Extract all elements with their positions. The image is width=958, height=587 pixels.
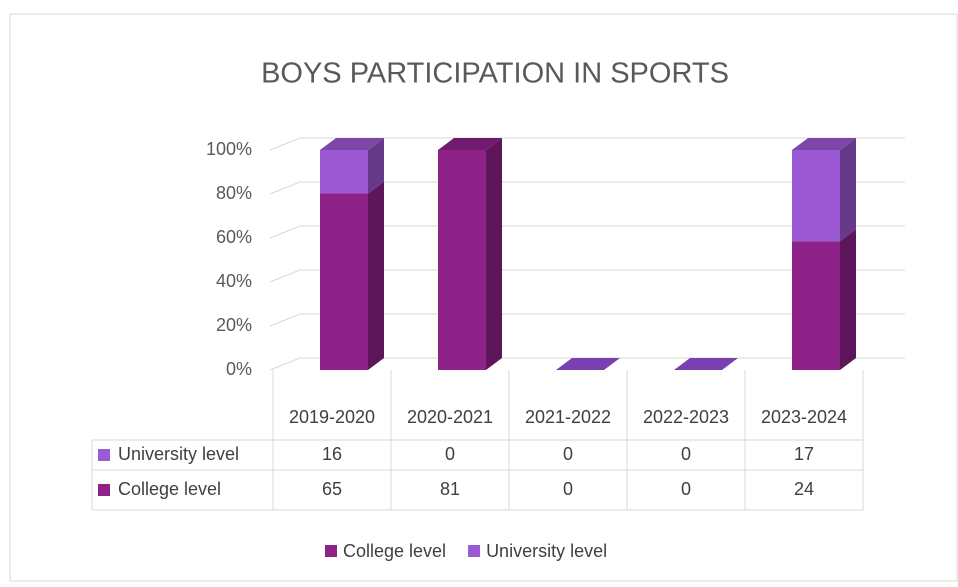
table-value: 81: [440, 479, 460, 499]
y-tick-label: 100%: [206, 139, 252, 159]
chart-title: BOYS PARTICIPATION IN SPORTS: [261, 58, 729, 90]
bar-side: [840, 138, 856, 242]
grid-line: [269, 269, 905, 283]
x-tick-label: 2020-2021: [407, 407, 493, 427]
table-value: 65: [322, 479, 342, 499]
bar: [792, 241, 840, 370]
grid-line: [269, 225, 905, 239]
y-tick-label: 40%: [216, 271, 252, 291]
grid-line: [269, 137, 905, 151]
table-value: 16: [322, 444, 342, 464]
bar-top: [674, 358, 738, 370]
x-tick-label: 2021-2022: [525, 407, 611, 427]
y-tick-label: 0%: [226, 359, 252, 379]
table-value: 0: [681, 479, 691, 499]
legend-key: [468, 545, 481, 557]
table-legend-key: [98, 449, 110, 461]
bar: [320, 193, 368, 370]
grid-line: [269, 181, 905, 195]
bar: [438, 150, 486, 370]
y-tick-label: 80%: [216, 183, 252, 203]
legend-key: [325, 545, 337, 557]
bar-side: [368, 181, 384, 370]
y-tick-label: 60%: [216, 227, 252, 247]
legend-label: University level: [486, 541, 607, 561]
table-series-label: University level: [118, 444, 239, 464]
bar-side: [368, 138, 384, 194]
legend-label: College level: [343, 541, 446, 561]
table-value: 0: [563, 444, 573, 464]
bar: [320, 150, 368, 194]
grid-line: [269, 313, 905, 327]
bar-top: [556, 358, 620, 370]
bar-top: [320, 138, 384, 150]
bar-side: [840, 229, 856, 370]
x-tick-label: 2023-2024: [761, 407, 847, 427]
table-value: 0: [563, 479, 573, 499]
x-tick-label: 2019-2020: [289, 407, 375, 427]
table-value: 24: [794, 479, 814, 499]
table-value: 17: [794, 444, 814, 464]
bar-top: [438, 138, 502, 150]
table-value: 0: [445, 444, 455, 464]
y-tick-label: 20%: [216, 315, 252, 335]
bar: [792, 150, 840, 242]
x-tick-label: 2022-2023: [643, 407, 729, 427]
bar-top: [792, 138, 856, 150]
bar-side: [486, 138, 502, 370]
table-legend-key: [98, 484, 110, 496]
table-value: 0: [681, 444, 691, 464]
table-series-label: College level: [118, 479, 221, 499]
